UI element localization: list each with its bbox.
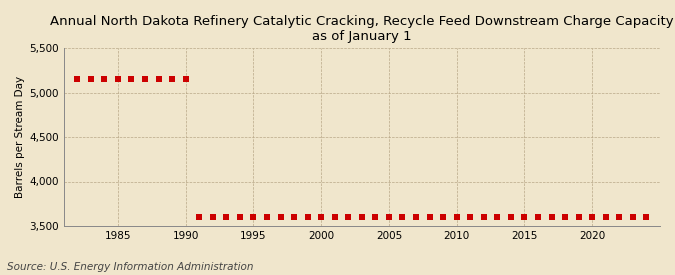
Y-axis label: Barrels per Stream Day: Barrels per Stream Day xyxy=(15,76,25,198)
Title: Annual North Dakota Refinery Catalytic Cracking, Recycle Feed Downstream Charge : Annual North Dakota Refinery Catalytic C… xyxy=(50,15,674,43)
Point xyxy=(370,215,381,219)
Point xyxy=(560,215,570,219)
Point xyxy=(587,215,597,219)
Point xyxy=(614,215,625,219)
Point xyxy=(465,215,476,219)
Point xyxy=(194,215,205,219)
Point xyxy=(85,77,96,82)
Point xyxy=(438,215,449,219)
Point xyxy=(533,215,543,219)
Point xyxy=(302,215,313,219)
Point xyxy=(234,215,245,219)
Point xyxy=(452,215,462,219)
Point xyxy=(383,215,394,219)
Point xyxy=(356,215,367,219)
Point xyxy=(275,215,286,219)
Point xyxy=(410,215,421,219)
Point xyxy=(207,215,218,219)
Point xyxy=(289,215,300,219)
Point xyxy=(641,215,652,219)
Point xyxy=(316,215,327,219)
Point xyxy=(628,215,639,219)
Point xyxy=(180,77,191,82)
Point xyxy=(600,215,611,219)
Point xyxy=(248,215,259,219)
Point xyxy=(99,77,110,82)
Point xyxy=(519,215,530,219)
Point xyxy=(397,215,408,219)
Point xyxy=(424,215,435,219)
Point xyxy=(492,215,503,219)
Point xyxy=(113,77,124,82)
Point xyxy=(506,215,516,219)
Point xyxy=(573,215,584,219)
Point xyxy=(140,77,151,82)
Point xyxy=(261,215,272,219)
Text: Source: U.S. Energy Information Administration: Source: U.S. Energy Information Administ… xyxy=(7,262,253,272)
Point xyxy=(343,215,354,219)
Point xyxy=(329,215,340,219)
Point xyxy=(126,77,137,82)
Point xyxy=(221,215,232,219)
Point xyxy=(72,77,82,82)
Point xyxy=(479,215,489,219)
Point xyxy=(546,215,557,219)
Point xyxy=(153,77,164,82)
Point xyxy=(167,77,178,82)
